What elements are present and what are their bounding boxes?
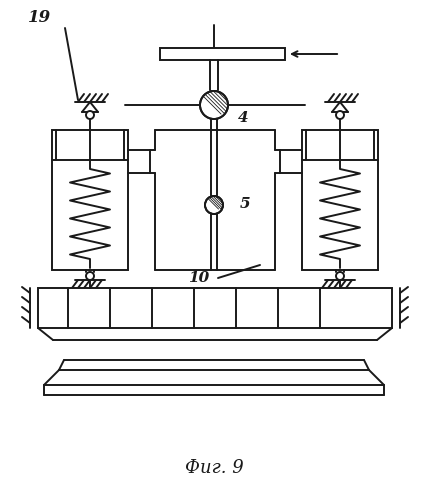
Bar <box>52 130 128 270</box>
Bar <box>302 130 378 270</box>
Circle shape <box>86 272 94 280</box>
Text: 5: 5 <box>240 197 251 211</box>
Circle shape <box>200 91 228 119</box>
Text: Фиг. 9: Фиг. 9 <box>184 459 243 477</box>
Text: 4: 4 <box>238 111 249 125</box>
Text: 19: 19 <box>28 9 51 26</box>
Bar <box>38 288 392 328</box>
Circle shape <box>336 272 344 280</box>
Bar <box>160 48 285 60</box>
Circle shape <box>205 196 223 214</box>
Text: 10: 10 <box>188 271 209 285</box>
Circle shape <box>336 111 344 119</box>
Circle shape <box>86 111 94 119</box>
